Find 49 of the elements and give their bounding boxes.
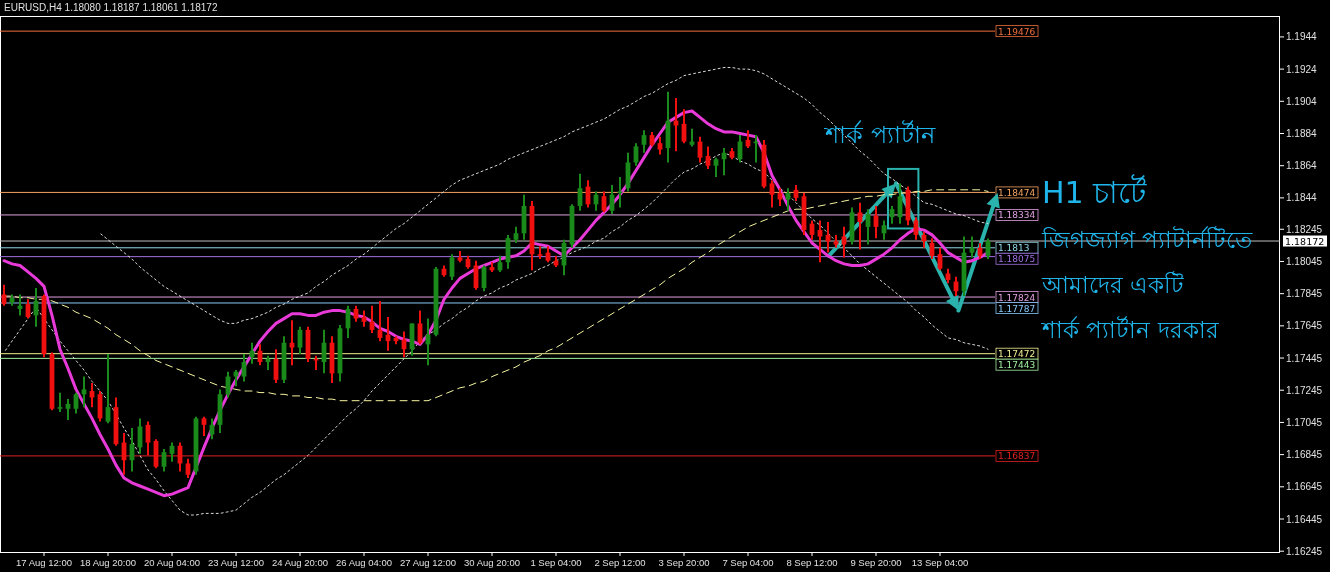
y-tick-label: 1.1924 bbox=[1286, 63, 1318, 75]
y-tick-label: 1.16245 bbox=[1286, 545, 1323, 557]
y-tick-label: 1.17445 bbox=[1286, 352, 1323, 364]
x-tick-label: 2 Sep 12:00 bbox=[594, 557, 646, 568]
x-tick-label: 1 Sep 04:00 bbox=[530, 557, 582, 568]
y-tick-label: 1.1864 bbox=[1286, 160, 1318, 172]
ref-line-label: 1.16837 bbox=[998, 451, 1036, 462]
ref-line-label: 1.18172 bbox=[1285, 235, 1325, 247]
x-tick-label: 30 Aug 20:00 bbox=[464, 557, 520, 568]
x-tick-label: 23 Aug 12:00 bbox=[208, 557, 264, 568]
y-tick-label: 1.17845 bbox=[1286, 288, 1323, 300]
x-tick-label: 17 Aug 12:00 bbox=[16, 557, 72, 568]
ref-line-label: 1.18075 bbox=[998, 254, 1036, 265]
text: শার্ক প্যার্টান দরকার bbox=[1041, 316, 1219, 343]
y-tick-label: 1.17045 bbox=[1286, 416, 1323, 428]
y-tick-label: 1.18045 bbox=[1286, 255, 1323, 267]
x-tick-label: 7 Sep 04:00 bbox=[722, 557, 774, 568]
x-tick-label: 24 Aug 20:00 bbox=[272, 557, 328, 568]
x-tick-label: 18 Aug 20:00 bbox=[80, 557, 136, 568]
y-tick-label: 1.1904 bbox=[1286, 95, 1318, 107]
text: জিগজ্যাগ প্যাটার্নটিতে bbox=[1041, 226, 1254, 253]
chart-title: EURUSD,H4 1.18080 1.18187 1.18061 1.18172 bbox=[4, 2, 218, 13]
y-tick-label: 1.1844 bbox=[1286, 192, 1318, 204]
ref-line-label: 1.1813 bbox=[998, 243, 1030, 254]
ref-line-label: 1.17824 bbox=[998, 292, 1036, 303]
y-tick-label: 1.18245 bbox=[1286, 223, 1323, 235]
x-tick-label: 13 Sep 04:00 bbox=[911, 557, 969, 568]
y-tick-label: 1.16845 bbox=[1286, 449, 1323, 461]
ref-line-label: 1.17443 bbox=[998, 360, 1036, 371]
x-tick-label: 8 Sep 12:00 bbox=[786, 557, 838, 568]
ref-line-label: 1.17787 bbox=[998, 303, 1036, 314]
x-tick-label: 20 Aug 04:00 bbox=[144, 557, 200, 568]
y-tick-label: 1.17645 bbox=[1286, 320, 1323, 332]
y-tick-label: 1.16645 bbox=[1286, 481, 1323, 493]
ref-line-label: 1.18334 bbox=[998, 210, 1036, 221]
y-tick-label: 1.1884 bbox=[1286, 128, 1318, 139]
x-tick-label: 26 Aug 04:00 bbox=[336, 557, 392, 568]
y-tick-label: 1.16445 bbox=[1286, 513, 1323, 525]
ref-line-label: 1.19476 bbox=[998, 26, 1036, 37]
x-tick-label: 27 Aug 12:00 bbox=[400, 557, 456, 568]
y-tick-label: 1.1944 bbox=[1286, 31, 1318, 43]
text: H1 চার্টে bbox=[1042, 174, 1148, 210]
annotation: শার্ক প্যার্টান bbox=[824, 120, 936, 150]
y-tick-label: 1.17245 bbox=[1286, 384, 1323, 396]
x-tick-label: 3 Sep 20:00 bbox=[658, 557, 710, 568]
text: আমাদের একটি bbox=[1041, 271, 1185, 298]
x-tick-label: 9 Sep 20:00 bbox=[850, 557, 902, 568]
ref-line-label: 1.17472 bbox=[998, 349, 1036, 360]
ref-line-label: 1.18474 bbox=[998, 187, 1036, 198]
